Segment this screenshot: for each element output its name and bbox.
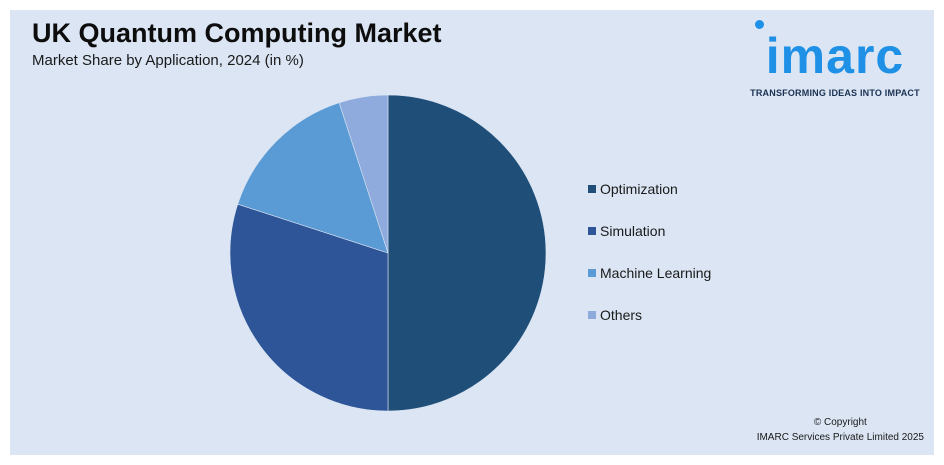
chart-legend: Optimization Simulation Machine Learning Ot…: [588, 168, 711, 336]
pie-chart: [229, 94, 547, 412]
pie-slice-machine-learning: [237, 102, 389, 254]
legend-label: Machine Learning: [600, 265, 712, 281]
legend-label: Simulation: [600, 223, 666, 239]
chart-subtitle: Market Share by Application, 2024 (in %): [32, 52, 304, 69]
legend-swatch: [588, 227, 596, 235]
copyright-line-1: © Copyright: [813, 417, 867, 428]
logo-tagline: TRANSFORMING IDEAS INTO IMPACT: [750, 88, 920, 98]
legend-item-simulation: Simulation: [588, 210, 711, 252]
pie-slice-optimization: [387, 94, 547, 412]
legend-item-optimization: Optimization: [588, 168, 711, 210]
legend-swatch: [588, 269, 596, 277]
imarc-logo: imarc TRANSFORMING IDEAS INTO IMPACT: [744, 16, 926, 106]
logo-dot-icon: [755, 20, 764, 29]
pie-slice-simulation: [229, 203, 389, 412]
chart-frame: UK Quantum Computing Market Market Share…: [10, 10, 934, 455]
copyright-notice: © Copyright IMARC Services Private Limit…: [757, 415, 924, 445]
pie-slice-others: [338, 94, 389, 254]
legend-label: Optimization: [600, 181, 678, 197]
legend-label: Others: [600, 307, 643, 323]
legend-swatch: [588, 185, 596, 193]
logo-wordmark: imarc: [765, 28, 905, 84]
legend-swatch: [588, 311, 596, 319]
copyright-line-2: IMARC Services Private Limited 2025: [756, 432, 924, 443]
legend-item-machine-learning: Machine Learning: [588, 252, 711, 294]
chart-title: UK Quantum Computing Market: [32, 18, 442, 48]
legend-item-others: Others: [588, 294, 711, 336]
